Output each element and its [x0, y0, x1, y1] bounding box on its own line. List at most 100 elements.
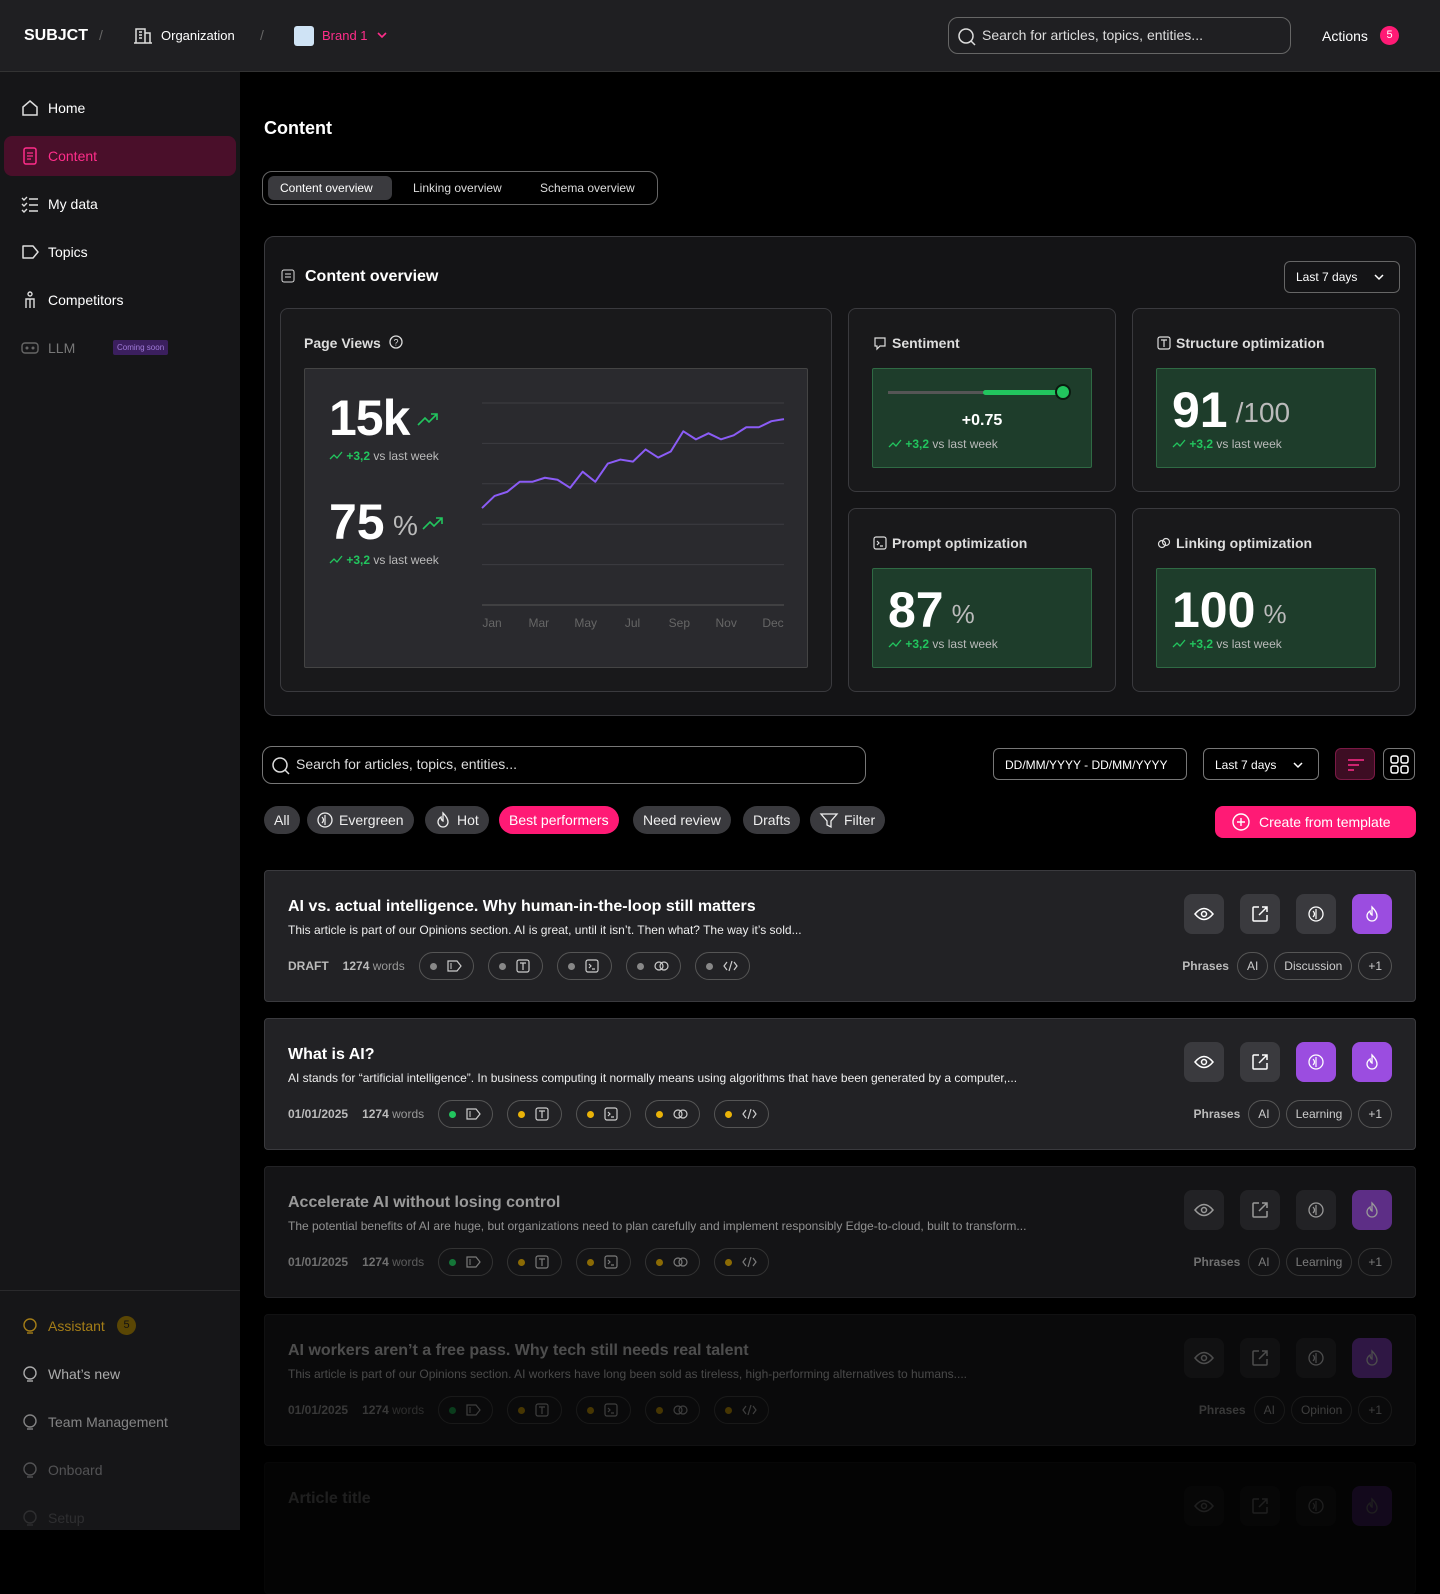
article-action[interactable]	[1240, 894, 1280, 934]
nav-item[interactable]: Setup	[48, 1510, 85, 1526]
article-card[interactable]: AI vs. actual intelligence. Why human-in…	[264, 870, 1416, 1002]
nav-item[interactable]: Assistant	[48, 1318, 105, 1334]
nav-item[interactable]: Onboard	[48, 1462, 103, 1478]
nav-item[interactable]: Content	[48, 148, 98, 164]
article-action[interactable]	[1352, 1042, 1392, 1082]
period-dropdown[interactable]: Last 7 days	[1284, 261, 1400, 293]
phrase-chip[interactable]: +1	[1358, 1248, 1392, 1276]
word-count: 1274 words	[362, 1107, 424, 1121]
tab[interactable]: Schema overview	[540, 181, 635, 195]
phrases-label: Phrases	[1182, 959, 1229, 973]
article-action[interactable]	[1184, 1338, 1224, 1378]
date-range[interactable]: DD/MM/YYYY - DD/MM/YYYY	[993, 748, 1187, 780]
nav-icon	[23, 1414, 37, 1430]
words-label: words	[392, 1403, 425, 1417]
brand-logo	[294, 26, 314, 46]
organization[interactable]: Organization	[161, 28, 235, 43]
brand[interactable]: Brand 1	[322, 28, 368, 43]
nav-icon	[23, 147, 37, 165]
article-action[interactable]	[1184, 894, 1224, 934]
nav-item[interactable]: Home	[48, 100, 86, 116]
phrase-chip[interactable]: AI	[1236, 952, 1269, 980]
article-action[interactable]	[1240, 1486, 1280, 1526]
nav-item[interactable]: Topics	[48, 244, 88, 260]
logo[interactable]: SUBJCT	[24, 27, 89, 44]
words: 1274	[362, 1255, 389, 1269]
chevron	[1374, 274, 1384, 281]
word-count: 1274 words	[362, 1403, 424, 1417]
phrase-chip[interactable]: AI	[1253, 1396, 1285, 1424]
actions[interactable]: Actions	[1322, 28, 1368, 44]
nav-item[interactable]: My data	[48, 196, 98, 212]
article-action[interactable]	[1296, 1042, 1336, 1082]
article-action[interactable]	[1296, 1486, 1336, 1526]
article-action[interactable]	[1352, 894, 1392, 934]
phrase-chip[interactable]: Opinion	[1290, 1396, 1353, 1424]
phrase-chip[interactable]: Discussion	[1274, 952, 1353, 980]
slider-knob[interactable]	[1055, 384, 1071, 400]
chevron[interactable]	[376, 31, 388, 41]
phrase-chip[interactable]: Learning	[1285, 1248, 1353, 1276]
article-action[interactable]	[1352, 1338, 1392, 1378]
phrase-chip[interactable]: +1	[1358, 1100, 1392, 1128]
article-action[interactable]	[1296, 1190, 1336, 1230]
phrase-chip[interactable]: AI	[1248, 1248, 1280, 1276]
tab[interactable]: Content overview	[280, 181, 373, 195]
filter-chip[interactable]: Best performers	[499, 806, 619, 834]
change-value: +3,2	[346, 553, 371, 567]
tab[interactable]: Linking overview	[413, 181, 502, 195]
change-text: vs last week	[1216, 437, 1282, 451]
page-title: Content	[264, 118, 332, 138]
period: Last 7 days	[1296, 270, 1358, 284]
article-card[interactable]: Accelerate AI without losing control The …	[264, 1166, 1416, 1298]
tab-active-bg	[268, 176, 392, 200]
x-tick-label: Nov	[715, 616, 736, 630]
article-action[interactable]	[1296, 894, 1336, 934]
article-meta: 01/01/2025 1274 words	[288, 1100, 770, 1128]
metric-value: 100	[1172, 582, 1256, 638]
phrase-chip[interactable]: Learning	[1285, 1100, 1353, 1128]
nav-item[interactable]: Team Management	[48, 1414, 168, 1430]
create-button[interactable]: Create from template	[1215, 806, 1416, 838]
article-action[interactable]	[1352, 1190, 1392, 1230]
article-search[interactable]: Search for articles, topics, entities...	[262, 746, 866, 784]
article-card[interactable]: What is AI? AI stands for “artificial int…	[264, 1018, 1416, 1150]
assistant-badge: 5	[117, 1316, 136, 1335]
filter-chip[interactable]: Drafts	[743, 806, 801, 834]
phrase-chip[interactable]: +1	[1358, 952, 1392, 980]
nav-item[interactable]: What’s new	[48, 1366, 121, 1382]
article-card[interactable]: AI workers aren’t a free pass. Why tech …	[264, 1314, 1416, 1446]
nav-item[interactable]: Competitors	[48, 292, 124, 308]
card-label: Page Views	[304, 335, 381, 351]
grid-button[interactable]	[1383, 748, 1415, 780]
sort-button[interactable]	[1335, 748, 1375, 780]
status-pill	[645, 1248, 701, 1276]
filter-chip[interactable]: All	[264, 806, 300, 834]
tabs: Content overview Linking overview Schema…	[262, 171, 658, 205]
metric-panel: 87% +3,2 vs last week	[872, 568, 1092, 668]
help-icon[interactable]: ?	[389, 335, 403, 349]
article-action[interactable]	[1296, 1338, 1336, 1378]
status-pill	[507, 1248, 563, 1276]
phrase-chip[interactable]: +1	[1358, 1396, 1392, 1424]
period-dropdown[interactable]: Last 7 days	[1203, 748, 1319, 780]
article-action[interactable]	[1184, 1190, 1224, 1230]
article-action[interactable]	[1184, 1042, 1224, 1082]
article-action[interactable]	[1240, 1338, 1280, 1378]
status-pill	[576, 1248, 632, 1276]
chip-label: Evergreen	[339, 812, 404, 828]
phrase-chip[interactable]: AI	[1248, 1100, 1280, 1128]
article-action[interactable]	[1240, 1190, 1280, 1230]
article-action[interactable]	[1240, 1042, 1280, 1082]
article-action[interactable]	[1184, 1486, 1224, 1526]
nav-item[interactable]: LLM	[48, 340, 76, 356]
filter-chip[interactable]: Hot	[425, 806, 489, 834]
phrases-label: Phrases	[1193, 1107, 1241, 1121]
article-action[interactable]	[1352, 1486, 1392, 1526]
filter-chip[interactable]: Need review	[633, 806, 731, 834]
sentiment-value: +0.75	[961, 412, 1003, 429]
filter-chip[interactable]: Filter	[810, 806, 886, 834]
search-box[interactable]: Search for articles, topics, entities...	[948, 17, 1291, 54]
article-card[interactable]: Article title	[264, 1462, 1416, 1594]
filter-chip[interactable]: Evergreen	[307, 806, 414, 834]
